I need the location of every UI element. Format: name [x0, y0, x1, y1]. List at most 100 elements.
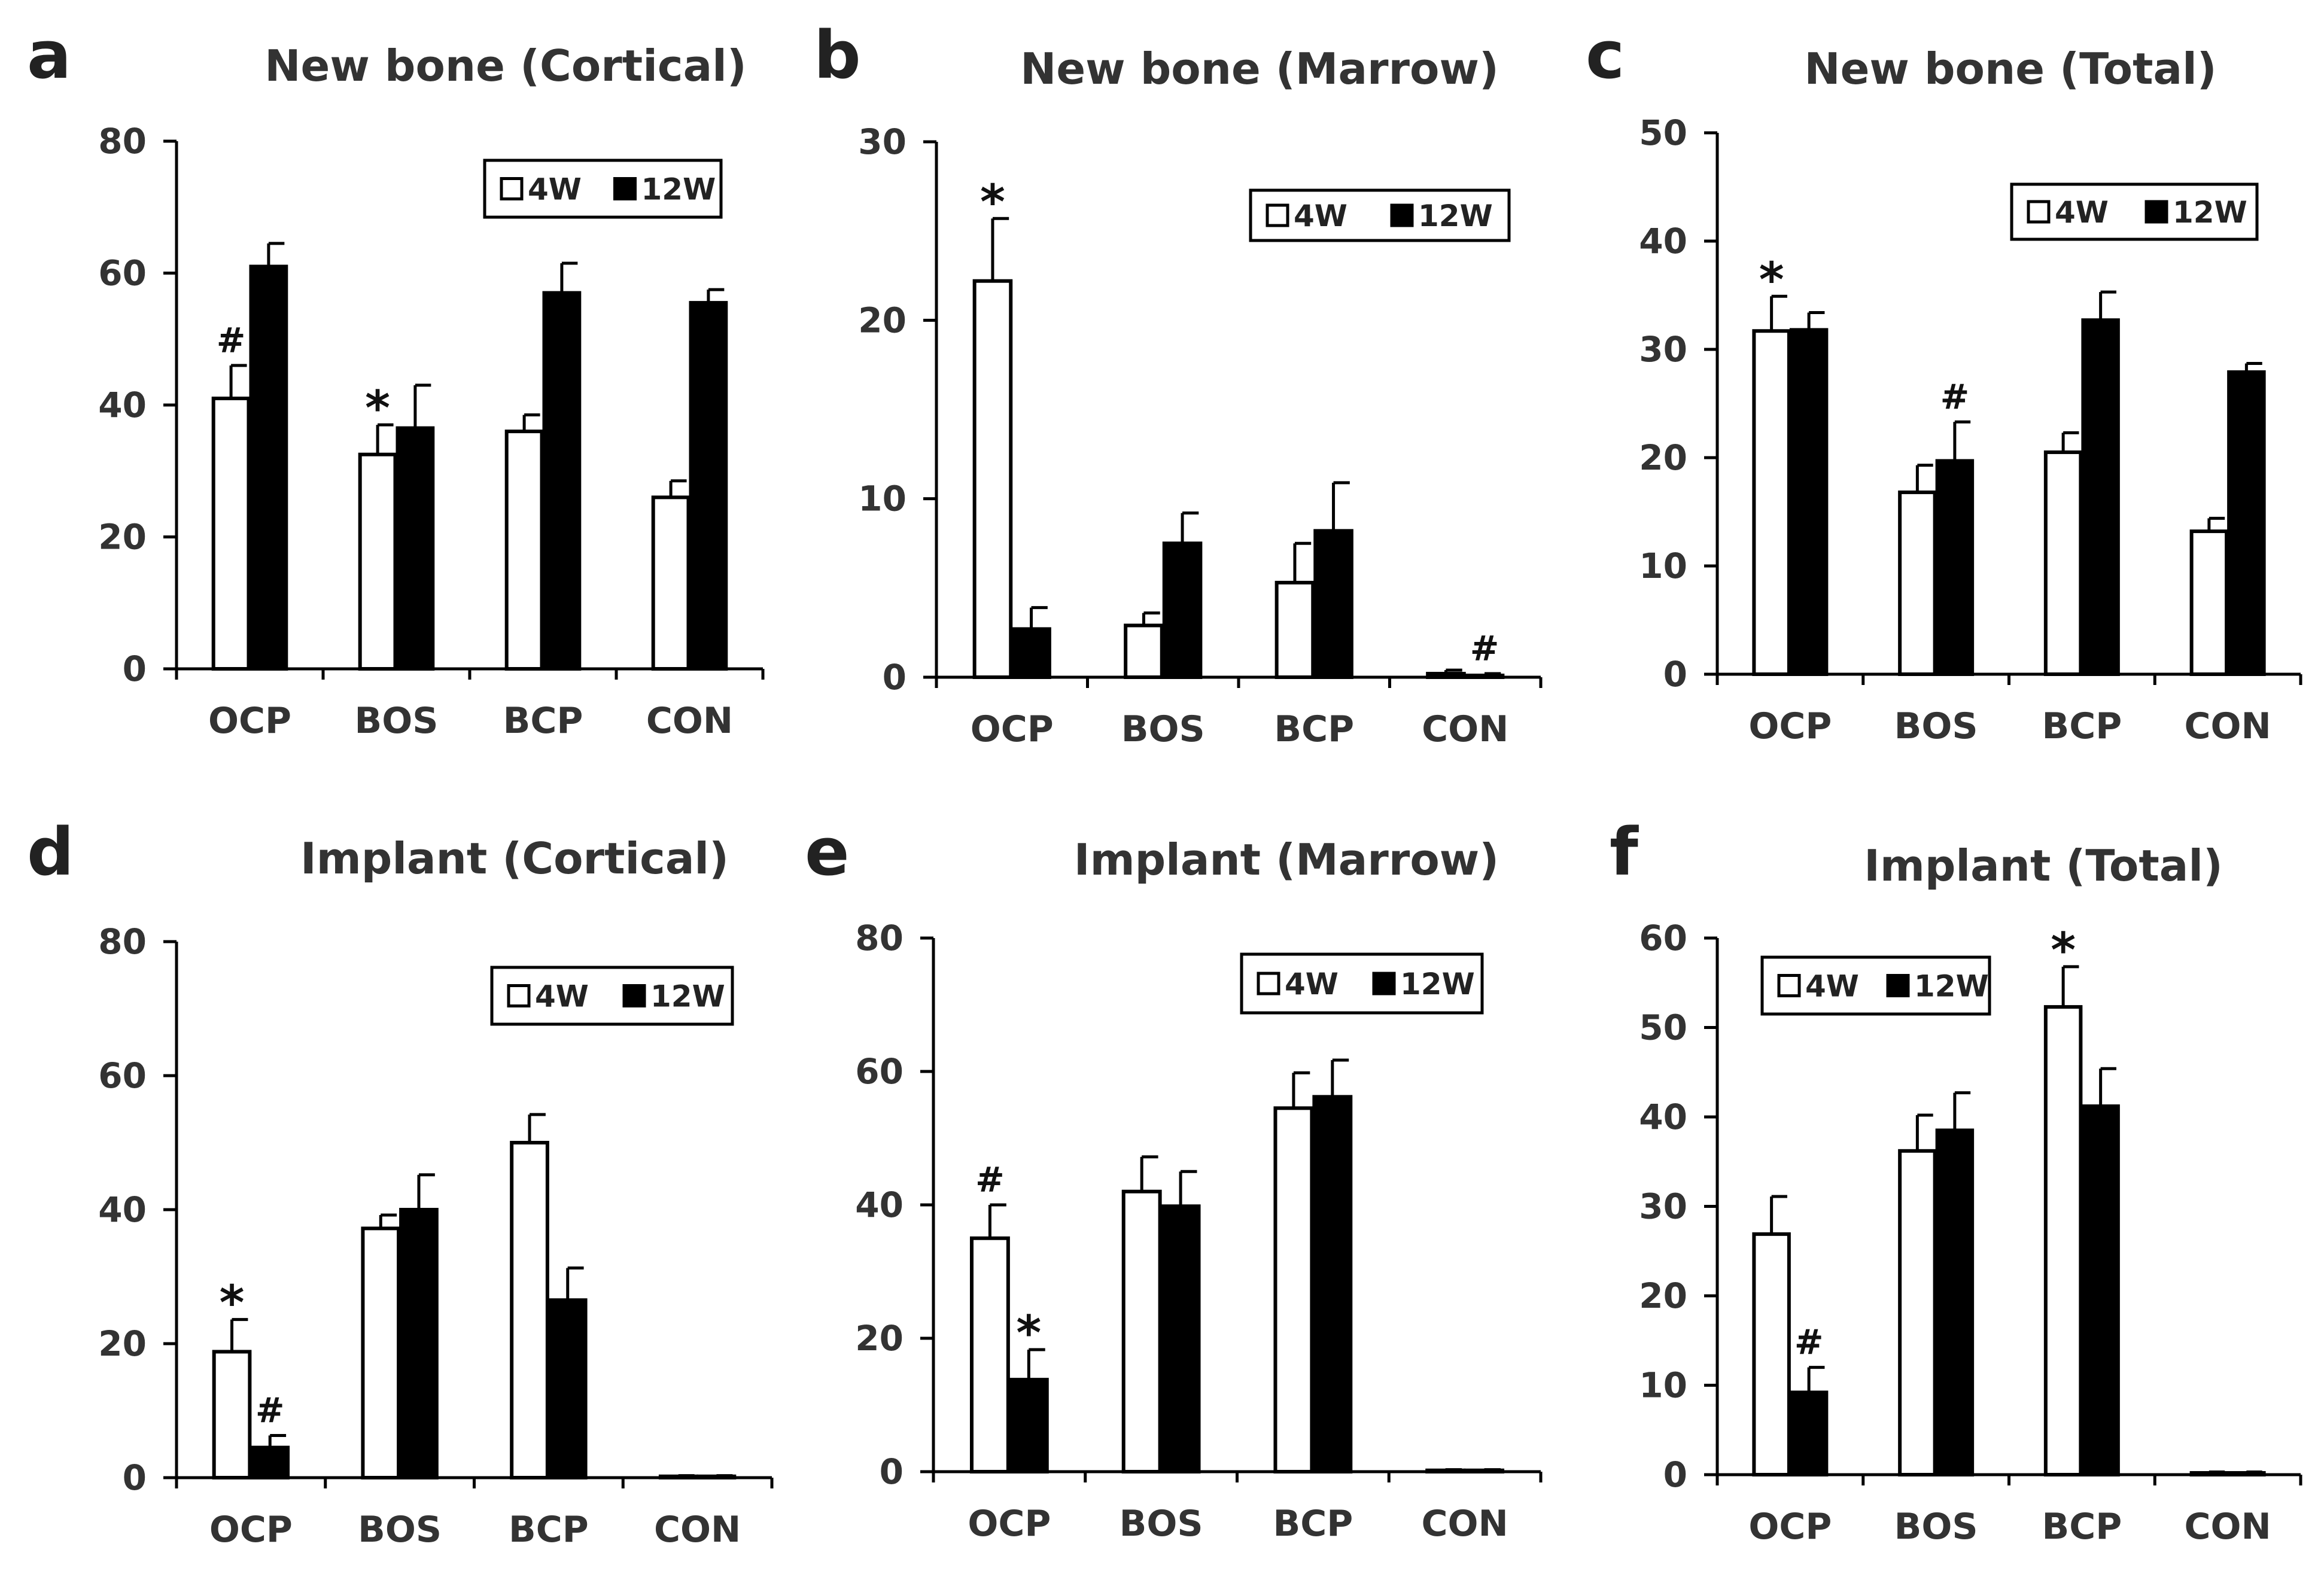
bar-d-12w-ocp	[250, 1445, 290, 1480]
legend-label-12w: 12W	[1418, 199, 1493, 233]
bar-e-12w-bos	[1160, 1204, 1201, 1473]
significance-mark-a: *	[365, 380, 390, 436]
panel-title-f: Implant (Total)	[1864, 841, 2223, 891]
bar-c-4w-con	[2189, 529, 2229, 677]
bar-c-4w-ocp	[1752, 329, 1791, 676]
significance-mark-c: *	[1759, 252, 1784, 307]
significance-mark-c: #	[1940, 376, 1970, 417]
bar-a-12w-con	[689, 301, 728, 671]
bar-b-12w-bos	[1162, 541, 1203, 679]
bar-f-4w-ocp	[1752, 1232, 1791, 1476]
y-tick-label-b: 20	[858, 300, 907, 340]
y-tick-label-b: 10	[858, 479, 907, 519]
bar-d-12w-bos	[399, 1208, 439, 1479]
bar-c-12w-con	[2227, 370, 2266, 676]
bar-d-4w-ocp	[212, 1350, 252, 1479]
bar-f-4w-bos	[1898, 1149, 1937, 1477]
panel-letter-d: d	[27, 814, 74, 890]
bar-a-4w-con	[651, 495, 690, 671]
legend-swatch-12w	[622, 984, 646, 1007]
y-tick-label-c: 0	[1663, 654, 1687, 695]
y-tick-label-b: 30	[858, 121, 907, 162]
legend-box-a	[483, 159, 723, 219]
y-tick-label-f: 60	[1639, 918, 1687, 958]
y-tick-label-d: 60	[98, 1055, 147, 1096]
category-label-b: BCP	[1274, 708, 1354, 750]
bar-a-12w-bcp	[542, 291, 582, 671]
bar-b-4w-con	[1426, 672, 1466, 679]
y-tick-label-c: 30	[1639, 329, 1687, 370]
panel-title-a: New bone (Cortical)	[264, 41, 747, 91]
category-label-d: OCP	[209, 1509, 293, 1551]
y-tick-label-d: 80	[98, 921, 147, 962]
y-tick-label-a: 80	[98, 121, 147, 162]
bar-f-4w-bcp	[2043, 1005, 2083, 1476]
legend-label-4w: 4W	[2055, 195, 2109, 230]
legend-label-4w: 4W	[528, 172, 582, 207]
significance-mark-e: #	[975, 1159, 1005, 1200]
legend-swatch-4w	[1777, 974, 1801, 997]
bar-e-12w-ocp	[1008, 1378, 1049, 1473]
y-tick-label-e: 60	[855, 1051, 904, 1092]
y-tick-label-e: 80	[855, 918, 904, 958]
category-label-e: CON	[1421, 1503, 1508, 1545]
significance-mark-a: #	[217, 320, 246, 361]
bar-b-4w-bos	[1124, 623, 1164, 679]
y-tick-label-b: 0	[883, 657, 907, 698]
legend-swatch-12w	[1372, 972, 1396, 995]
bar-e-4w-bos	[1121, 1189, 1162, 1473]
legend-box-c	[2010, 182, 2259, 241]
y-tick-label-e: 0	[880, 1451, 904, 1492]
category-label-e: BCP	[1273, 1503, 1353, 1545]
legend-box-d	[490, 966, 734, 1026]
legend-label-12w: 12W	[2173, 195, 2247, 230]
legend-swatch-4w	[2027, 200, 2051, 224]
legend-swatch-12w	[613, 177, 637, 200]
bar-d-4w-bos	[361, 1226, 401, 1480]
significance-mark-d: #	[255, 1390, 285, 1430]
category-label-d: CON	[654, 1509, 741, 1551]
y-tick-label-f: 50	[1639, 1007, 1687, 1048]
bar-b-12w-bcp	[1313, 529, 1353, 679]
legend-swatch-4w	[1257, 972, 1280, 995]
panel-letter-a: a	[27, 17, 71, 93]
bar-d-12w-bcp	[547, 1298, 588, 1479]
y-tick-label-c: 20	[1639, 437, 1687, 478]
bar-f-12w-ocp	[1789, 1390, 1829, 1476]
legend-label-12w: 12W	[641, 172, 716, 207]
legend-swatch-4w	[500, 177, 524, 200]
y-tick-label-f: 0	[1663, 1454, 1687, 1495]
panel-title-b: New bone (Marrow)	[1020, 44, 1499, 94]
legend-label-4w: 4W	[1285, 967, 1339, 1001]
y-tick-label-c: 10	[1639, 546, 1687, 586]
bar-b-4w-ocp	[972, 279, 1013, 679]
category-label-e: OCP	[968, 1503, 1051, 1545]
panel-letter-c: c	[1586, 17, 1625, 93]
category-label-f: BOS	[1894, 1506, 1978, 1548]
bar-c-4w-bos	[1898, 490, 1937, 676]
bar-a-12w-bos	[396, 426, 435, 671]
panel-title-c: New bone (Total)	[1804, 44, 2216, 94]
category-label-c: BCP	[2042, 705, 2122, 747]
panel-letter-f: f	[1610, 814, 1639, 890]
category-label-c: OCP	[1748, 705, 1832, 747]
legend-swatch-4w	[1266, 203, 1289, 227]
y-tick-label-a: 20	[98, 517, 147, 558]
significance-mark-f: *	[2051, 922, 2076, 978]
bar-a-4w-bos	[358, 452, 397, 671]
bar-c-12w-bos	[1935, 459, 1975, 676]
legend-label-12w: 12W	[1400, 967, 1475, 1001]
y-tick-label-d: 40	[98, 1189, 147, 1230]
legend-label-12w: 12W	[1914, 969, 1989, 1004]
legend-label-12w: 12W	[650, 979, 725, 1014]
y-tick-label-f: 20	[1639, 1275, 1687, 1316]
bar-e-12w-bcp	[1312, 1095, 1353, 1473]
category-label-a: OCP	[208, 700, 291, 742]
panel-title-e: Implant (Marrow)	[1074, 835, 1499, 885]
bar-b-12w-ocp	[1011, 627, 1051, 679]
category-label-b: CON	[1422, 708, 1508, 750]
bar-c-12w-bcp	[2081, 318, 2120, 676]
legend-box-e	[1240, 952, 1484, 1015]
y-tick-label-e: 40	[855, 1185, 904, 1225]
bar-c-4w-bcp	[2043, 450, 2083, 676]
